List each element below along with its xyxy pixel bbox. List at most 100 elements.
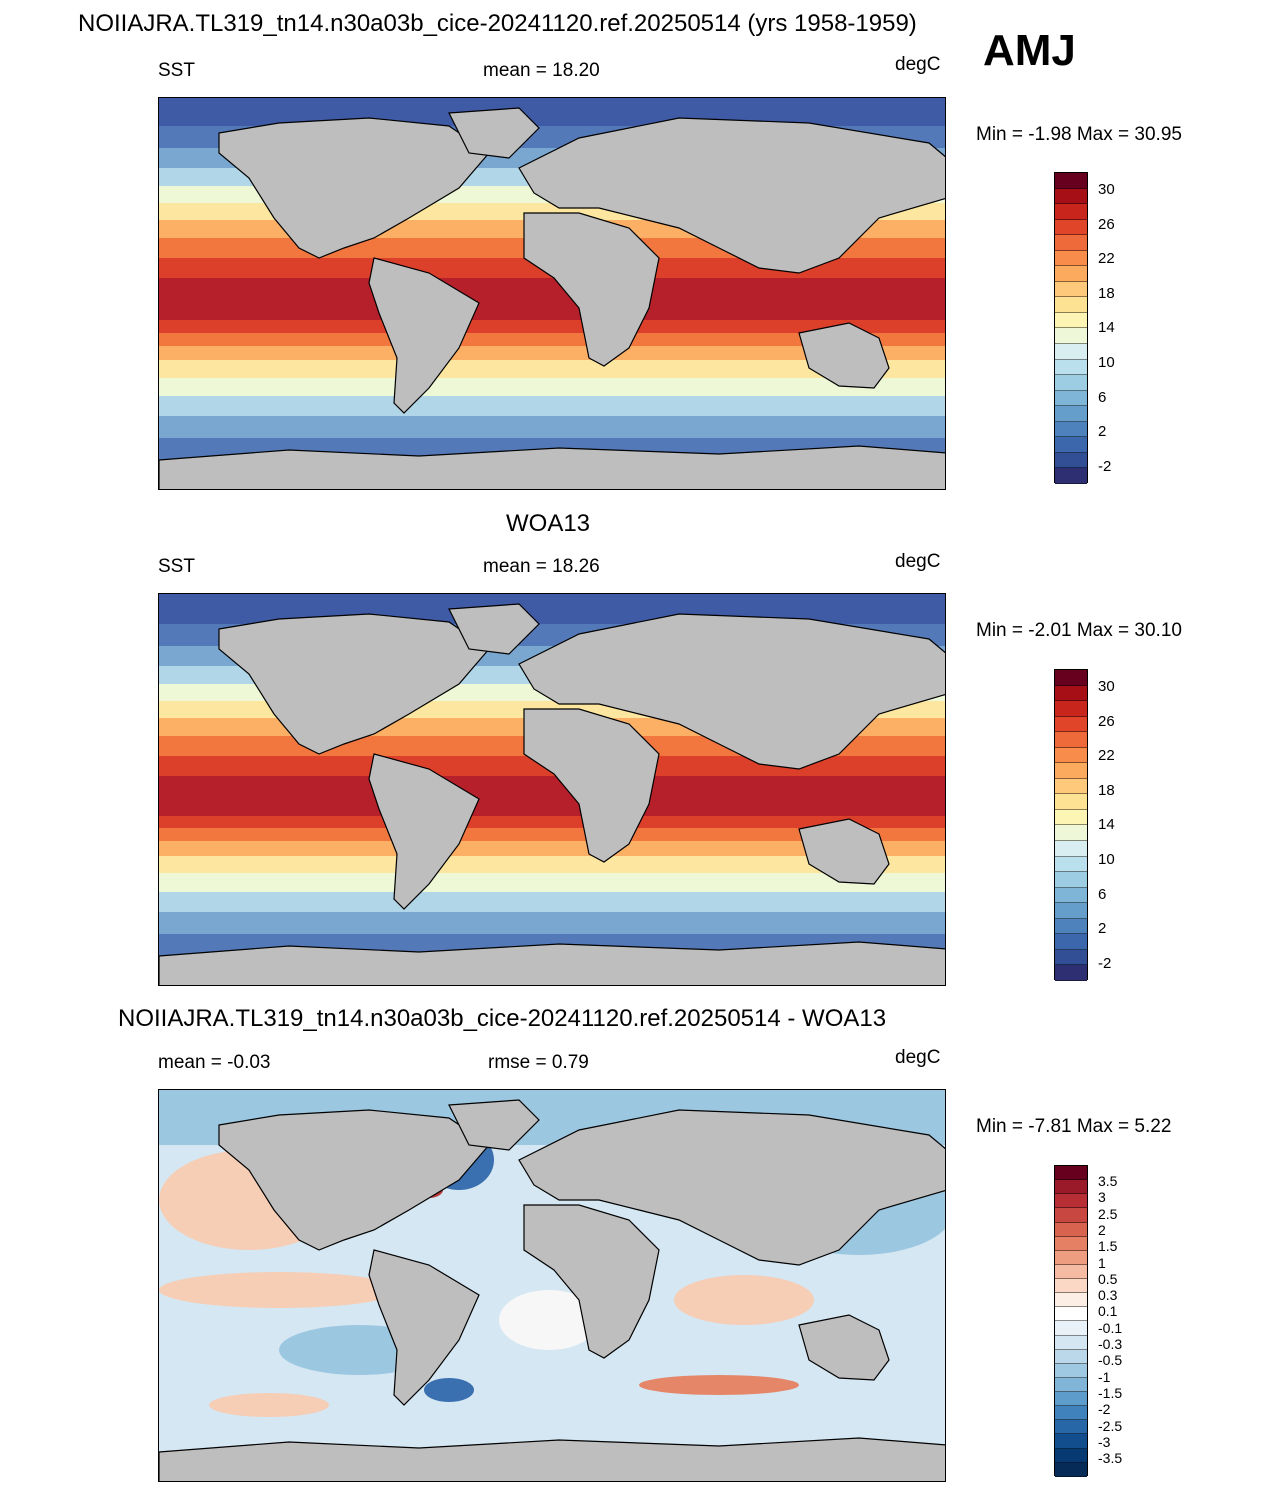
colorbar-swatch [1055,1222,1087,1237]
colorbar-swatch [1055,934,1087,950]
colorbar-tick-label: 14 [1098,816,1115,834]
panel2-minmax-label: Min = -2.01 Max = 30.10 [976,620,1182,641]
season-label: AMJ [983,26,1076,75]
colorbar-swatch [1055,297,1087,313]
europe-asia [518,613,945,770]
panel3-units-label: degC [895,1047,941,1068]
australia [798,1314,890,1381]
panel1-minmax-label: Min = -1.98 Max = 30.95 [976,124,1182,145]
colorbar-swatch [1055,1363,1087,1378]
colorbar-tick-label: -0.3 [1098,1336,1123,1352]
colorbar-swatch [1055,250,1087,267]
panel2-colorbar [1054,669,1088,981]
colorbar-swatch [1055,918,1087,935]
diff-satl-white [499,1290,599,1350]
panel2-sst-map [158,593,946,986]
colorbar-swatch [1055,266,1087,282]
africa [523,212,660,367]
north-america [218,613,490,755]
colorbar-swatch [1055,1236,1087,1251]
panel1-variable-label: SST [158,60,195,81]
greenland [448,603,540,655]
colorbar-swatch [1055,1293,1087,1308]
diff-so-cool [424,1378,474,1402]
colorbar-swatch [1055,406,1087,422]
colorbar-tick-label: 2 [1098,920,1107,938]
panel2-mean-label: mean = 18.26 [483,556,600,577]
colorbar-tick-label: -2 [1098,1401,1111,1418]
colorbar-swatch [1055,1166,1087,1181]
colorbar-swatch [1055,949,1087,966]
colorbar-tick-label: 0.3 [1098,1287,1118,1304]
colorbar-tick-label: 30 [1098,181,1115,198]
panel3-colorbar [1054,1165,1088,1477]
panel2-title: WOA13 [506,510,591,537]
colorbar-swatch [1055,344,1087,360]
colorbar-swatch [1055,701,1087,717]
colorbar-swatch [1055,1377,1087,1392]
colorbar-swatch [1055,359,1087,376]
colorbar-tick-label: 30 [1098,678,1115,695]
australia [798,322,890,389]
colorbar-swatch [1055,1462,1087,1477]
colorbar-swatch [1055,763,1087,779]
colorbar-swatch [1055,1321,1087,1336]
colorbar-swatch [1055,670,1087,686]
panel3-rmse-label: rmse = 0.79 [488,1052,589,1073]
colorbar-swatch [1055,468,1087,484]
panel3-title: NOIIAJRA.TL319_tn14.n30a03b_cice-2024112… [118,1005,887,1032]
colorbar-swatch [1055,437,1087,453]
colorbar-tick-label: 10 [1098,354,1115,371]
colorbar-tick-label: 26 [1098,712,1115,730]
sst-band-9 [159,776,945,816]
panel1-mean-label: mean = 18.20 [483,60,600,81]
colorbar-tick-label: -2.5 [1098,1417,1123,1434]
panel1-sst-map [158,97,946,490]
colorbar-tick-label: 2 [1098,423,1107,441]
panel3-mean-label: mean = -0.03 [158,1052,271,1073]
panel1-units-label: degC [895,54,941,75]
colorbar-swatch [1055,452,1087,469]
colorbar-swatch [1055,794,1087,810]
colorbar-tick-label: -2 [1098,954,1112,972]
colorbar-tick-label: 22 [1098,747,1115,765]
colorbar-tick-label: -2 [1098,457,1112,475]
colorbar-swatch [1055,1208,1087,1223]
south-america [368,753,480,910]
colorbar-tick-label: 0.5 [1098,1270,1118,1287]
colorbar-tick-label: 6 [1098,885,1107,903]
colorbar-tick-label: -3 [1098,1433,1111,1450]
colorbar-swatch [1055,1180,1087,1195]
colorbar-swatch [1055,809,1087,826]
colorbar-swatch [1055,173,1087,189]
colorbar-swatch [1055,390,1087,407]
colorbar-tick-label: -1.5 [1098,1384,1123,1401]
colorbar-tick-label: -1 [1098,1368,1111,1385]
colorbar-swatch [1055,1434,1087,1449]
africa [523,708,660,863]
antarctica [159,1437,945,1481]
colorbar-tick-label: 1.5 [1098,1238,1118,1255]
colorbar-swatch [1055,188,1087,205]
colorbar-swatch [1055,887,1087,904]
figure-title: NOIIAJRA.TL319_tn14.n30a03b_cice-2024112… [78,10,917,37]
colorbar-tick-label: 22 [1098,250,1115,268]
colorbar-tick-label: 2.5 [1098,1205,1118,1222]
panel3-minmax-label: Min = -7.81 Max = 5.22 [976,1116,1172,1137]
colorbar-swatch [1055,1448,1087,1463]
europe-asia [518,1109,945,1266]
colorbar-tick-label: 0.1 [1098,1303,1118,1320]
colorbar-tick-label: 3.5 [1098,1173,1118,1189]
colorbar-swatch [1055,421,1087,438]
colorbar-swatch [1055,328,1087,345]
colorbar-swatch [1055,732,1087,748]
diff-so-warm-2 [209,1393,329,1417]
colorbar-swatch [1055,1194,1087,1209]
colorbar-swatch [1055,235,1087,251]
colorbar-tick-label: 18 [1098,284,1115,302]
colorbar-tick-label: -3.5 [1098,1450,1123,1467]
diff-indian-warm [674,1275,814,1325]
colorbar-swatch [1055,1250,1087,1265]
colorbar-tick-label: 3 [1098,1189,1106,1206]
colorbar-swatch [1055,685,1087,702]
